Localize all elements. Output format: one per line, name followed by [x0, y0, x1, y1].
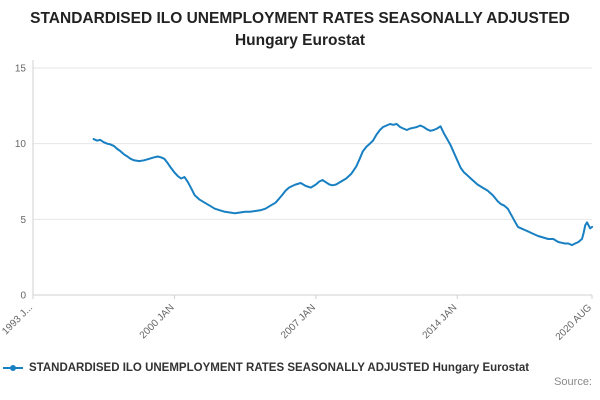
x-axis-tick-label: 1993 J... [0, 302, 35, 337]
y-axis-tick-label: 0 [20, 291, 26, 302]
y-axis-tick-label: 15 [15, 64, 27, 75]
legend-item[interactable]: STANDARDISED ILO UNEMPLOYMENT RATES SEAS… [2, 359, 600, 377]
x-axis-tick-label: 2007 JAN [279, 302, 318, 341]
series-line [92, 123, 594, 247]
line-series-marker-icon [3, 365, 23, 371]
legend-label: STANDARDISED ILO UNEMPLOYMENT RATES SEAS… [29, 362, 530, 374]
source-label: Source: [554, 376, 592, 388]
chart-title: STANDARDISED ILO UNEMPLOYMENT RATES SEAS… [30, 10, 570, 50]
x-axis-tick-label: 2000 JAN [138, 302, 177, 341]
x-axis-tick-label: 2014 JAN [421, 302, 460, 341]
y-axis-tick-label: 10 [15, 139, 27, 150]
y-axis-tick-label: 5 [20, 215, 26, 226]
x-axis-tick-label: 2020 AUG [554, 302, 595, 343]
